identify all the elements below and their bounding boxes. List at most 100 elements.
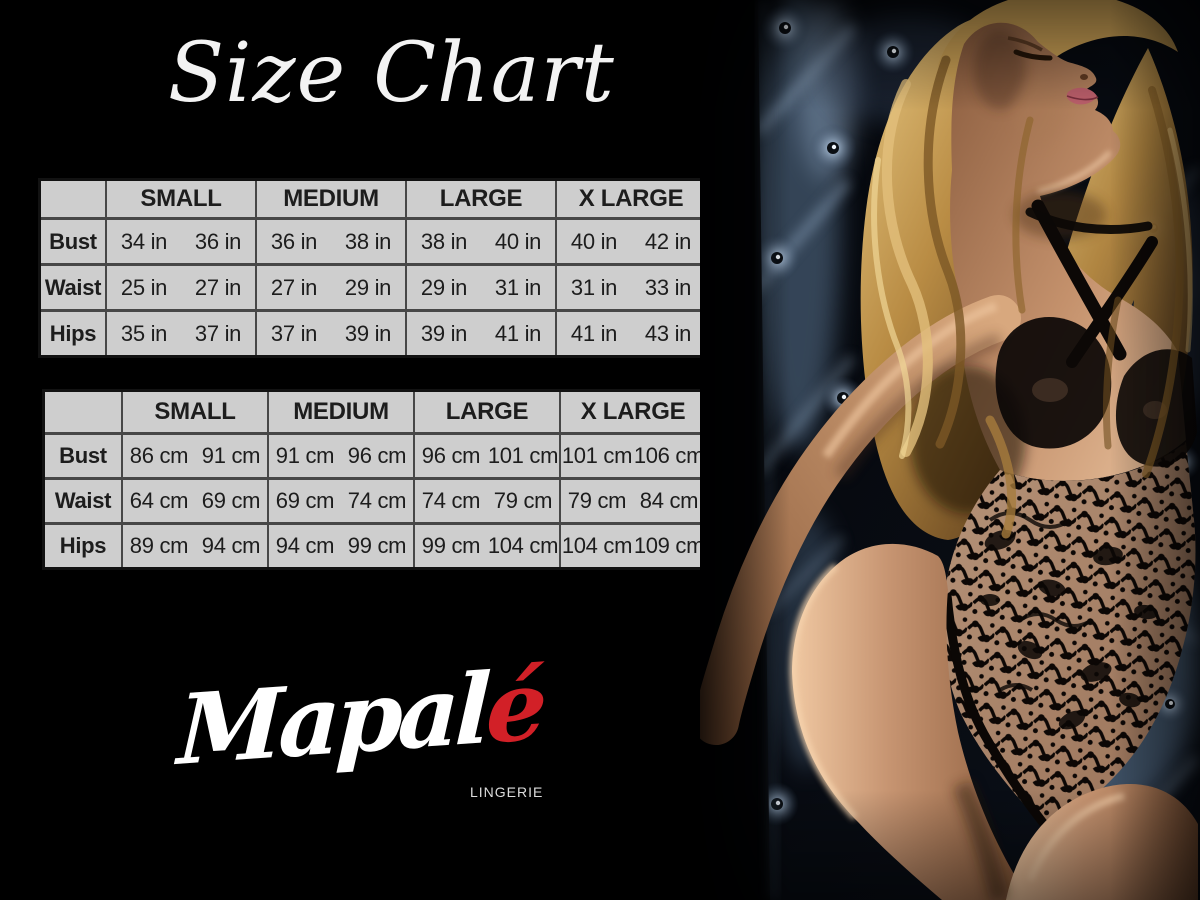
measurement-value: 106 cm <box>633 443 705 468</box>
size-range-cell: 91 cm 96 cm <box>269 435 413 477</box>
size-column-header: SMALL <box>107 181 255 217</box>
size-range-cell: 40 in 42 in <box>557 220 705 263</box>
size-column-header: X LARGE <box>561 392 705 432</box>
measurement-value: 89 cm <box>129 533 189 558</box>
measurement-value: 41 in <box>494 320 542 346</box>
measurement-value: 29 in <box>420 274 468 300</box>
size-table-centimeters: SMALL MEDIUM LARGE X LARGE Bust 86 cm 91 cm 91 … <box>42 389 708 570</box>
brand-accent-letter: é <box>484 647 545 766</box>
measurement-value: 39 in <box>344 320 392 346</box>
size-column-header: MEDIUM <box>257 181 405 217</box>
brand-logo: Mapalé LINGERIE <box>148 648 572 818</box>
measurement-value: 94 cm <box>275 533 335 558</box>
measurement-value: 43 in <box>644 320 692 346</box>
measurement-value: 38 in <box>344 228 392 254</box>
measurement-value: 86 cm <box>129 443 189 468</box>
measurement-value: 96 cm <box>421 443 481 468</box>
measurement-value: 33 in <box>644 274 692 300</box>
measurement-value: 84 cm <box>639 488 699 513</box>
measurement-value: 36 in <box>270 228 318 254</box>
measurement-value: 27 in <box>270 274 318 300</box>
measurement-value: 37 in <box>270 320 318 346</box>
measurement-value: 37 in <box>194 320 242 346</box>
size-range-cell: 38 in 40 in <box>407 220 555 263</box>
measurement-value: 99 cm <box>421 533 481 558</box>
measurement-value: 25 in <box>120 274 168 300</box>
size-range-cell: 29 in 31 in <box>407 266 555 309</box>
size-column-header: LARGE <box>407 181 555 217</box>
size-column-header: MEDIUM <box>269 392 413 432</box>
measurement-value: 35 in <box>120 320 168 346</box>
measurement-value: 109 cm <box>633 533 705 558</box>
measurement-value: 74 cm <box>421 488 481 513</box>
size-range-cell: 34 in 36 in <box>107 220 255 263</box>
page-title: Size Chart <box>168 26 615 121</box>
jaw-highlight <box>1037 150 1112 195</box>
model-photo-illustration <box>700 0 1200 900</box>
size-range-cell: 64 cm 69 cm <box>123 480 267 522</box>
measurement-value: 64 cm <box>129 488 189 513</box>
measurement-value: 42 in <box>644 228 692 254</box>
measurement-value: 36 in <box>194 228 242 254</box>
table-corner-cell <box>41 181 105 217</box>
measurement-value: 99 cm <box>347 533 407 558</box>
measurement-value: 31 in <box>494 274 542 300</box>
measurement-value: 104 cm <box>487 533 559 558</box>
measurement-value: 39 in <box>420 320 468 346</box>
measurement-value: 27 in <box>194 274 242 300</box>
size-range-cell: 41 in 43 in <box>557 312 705 355</box>
measurement-value: 91 cm <box>275 443 335 468</box>
measurement-value: 40 in <box>494 228 542 254</box>
measurement-row-label: Hips <box>45 525 121 567</box>
size-column-header: LARGE <box>415 392 559 432</box>
measurement-row-label: Bust <box>41 220 105 263</box>
measurement-value: 101 cm <box>561 443 633 468</box>
measurement-value: 34 in <box>120 228 168 254</box>
size-range-cell: 25 in 27 in <box>107 266 255 309</box>
measurement-value: 41 in <box>570 320 618 346</box>
measurement-value: 104 cm <box>561 533 633 558</box>
model-photo <box>700 0 1200 900</box>
size-range-cell: 27 in 29 in <box>257 266 405 309</box>
size-range-cell: 79 cm 84 cm <box>561 480 705 522</box>
size-range-cell: 96 cm 101 cm <box>415 435 559 477</box>
measurement-row-label: Bust <box>45 435 121 477</box>
size-table-inches: SMALL MEDIUM LARGE X LARGE Bust 34 in 36 in 36 … <box>38 178 708 358</box>
size-range-cell: 104 cm 109 cm <box>561 525 705 567</box>
brand-wordmark: Mapalé <box>146 633 574 803</box>
brand-wordmark-main: Mapal <box>175 651 489 788</box>
measurement-value: 79 cm <box>567 488 627 513</box>
measurement-value: 91 cm <box>201 443 261 468</box>
size-column-header: X LARGE <box>557 181 705 217</box>
size-range-cell: 99 cm 104 cm <box>415 525 559 567</box>
measurement-value: 69 cm <box>201 488 261 513</box>
size-range-cell: 36 in 38 in <box>257 220 405 263</box>
size-range-cell: 94 cm 99 cm <box>269 525 413 567</box>
measurement-value: 94 cm <box>201 533 261 558</box>
measurement-value: 38 in <box>420 228 468 254</box>
size-range-cell: 39 in 41 in <box>407 312 555 355</box>
measurement-value: 69 cm <box>275 488 335 513</box>
size-range-cell: 86 cm 91 cm <box>123 435 267 477</box>
size-range-cell: 101 cm 106 cm <box>561 435 705 477</box>
measurement-value: 40 in <box>570 228 618 254</box>
measurement-value: 79 cm <box>493 488 553 513</box>
table-corner-cell <box>45 392 121 432</box>
measurement-row-label: Waist <box>41 266 105 309</box>
size-range-cell: 89 cm 94 cm <box>123 525 267 567</box>
measurement-row-label: Waist <box>45 480 121 522</box>
size-range-cell: 74 cm 79 cm <box>415 480 559 522</box>
size-range-cell: 37 in 39 in <box>257 312 405 355</box>
photo-vignette <box>700 0 1200 900</box>
brand-tagline: LINGERIE <box>470 784 544 800</box>
measurement-row-label: Hips <box>41 312 105 355</box>
measurement-value: 31 in <box>570 274 618 300</box>
size-column-header: SMALL <box>123 392 267 432</box>
size-range-cell: 35 in 37 in <box>107 312 255 355</box>
size-range-cell: 69 cm 74 cm <box>269 480 413 522</box>
size-range-cell: 31 in 33 in <box>557 266 705 309</box>
measurement-value: 29 in <box>344 274 392 300</box>
measurement-value: 101 cm <box>487 443 559 468</box>
measurement-value: 96 cm <box>347 443 407 468</box>
